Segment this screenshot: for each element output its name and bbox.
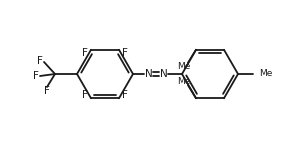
Text: N: N: [160, 69, 167, 79]
Text: F: F: [122, 90, 128, 100]
Text: F: F: [122, 48, 128, 58]
Text: F: F: [82, 90, 88, 100]
Text: N: N: [145, 69, 152, 79]
Text: F: F: [33, 71, 39, 81]
Text: F: F: [37, 56, 43, 66]
Text: F: F: [44, 86, 50, 96]
Text: Me: Me: [177, 62, 191, 71]
Text: Me: Me: [259, 69, 272, 79]
Text: F: F: [82, 48, 88, 58]
Text: Me: Me: [177, 77, 191, 86]
